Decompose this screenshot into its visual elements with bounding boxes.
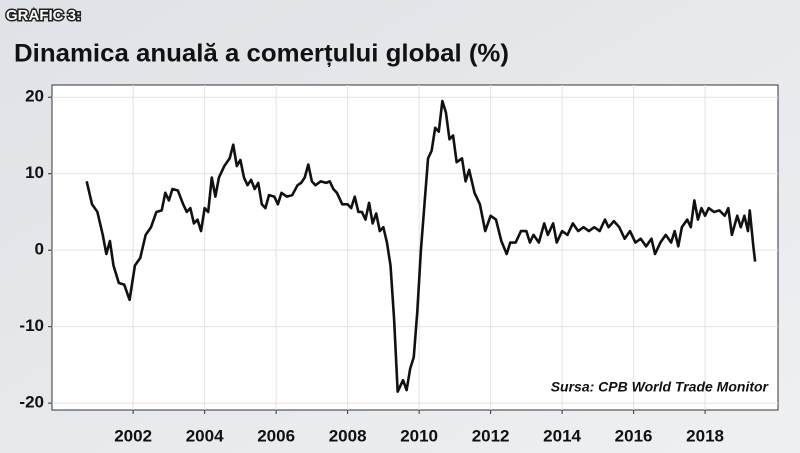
y-tick-label: -20 bbox=[19, 393, 44, 412]
x-tick-label: 2004 bbox=[186, 426, 224, 445]
chart-label: GRAFIC 3: bbox=[6, 7, 81, 24]
x-tick-label: 2018 bbox=[686, 426, 724, 445]
x-tick-label: 2002 bbox=[114, 426, 152, 445]
x-tick-label: 2014 bbox=[543, 426, 581, 445]
data-line bbox=[85, 99, 757, 393]
x-tick-label: 2008 bbox=[329, 426, 367, 445]
marks bbox=[85, 99, 757, 393]
annotation: Sursa: CPB World Trade Monitor bbox=[551, 379, 770, 395]
x-tick-label: 2016 bbox=[615, 426, 653, 445]
x-tick-label: 2012 bbox=[472, 426, 510, 445]
y-tick-label: 10 bbox=[25, 163, 44, 182]
y-tick-label: 0 bbox=[35, 240, 44, 259]
x-tick-label: 2010 bbox=[400, 426, 438, 445]
x-tick-label: 2006 bbox=[257, 426, 295, 445]
chart-title: Dinamica anuală a comerțului global (%) bbox=[14, 40, 509, 68]
y-tick-label: -10 bbox=[19, 316, 44, 335]
y-tick-label: 20 bbox=[25, 87, 44, 106]
plot-area bbox=[51, 84, 779, 411]
